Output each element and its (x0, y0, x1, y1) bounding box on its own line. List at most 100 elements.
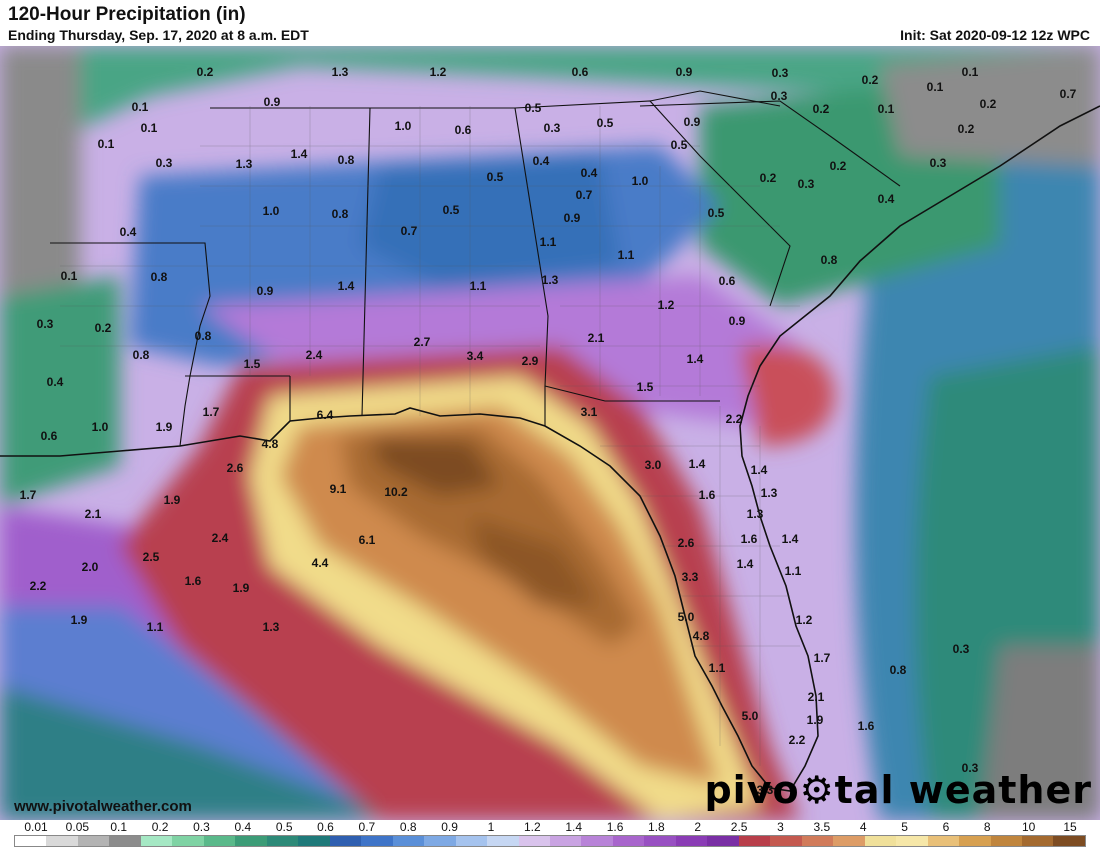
precip-value-label: 1.6 (185, 574, 202, 588)
precip-value-label: 2.1 (808, 690, 825, 704)
precip-value-label: 2.2 (30, 579, 47, 593)
precip-value-label: 1.5 (637, 380, 654, 394)
precip-value-label: 1.1 (618, 248, 635, 262)
precip-value-label: 1.3 (332, 65, 349, 79)
precip-value-label: 9.1 (330, 482, 347, 496)
precip-value-label: 4.4 (312, 556, 329, 570)
precip-value-label: 0.5 (487, 170, 504, 184)
legend-label: 0.4 (234, 820, 252, 834)
legend-swatch (15, 836, 47, 846)
precip-value-label: 5.0 (742, 709, 759, 723)
precip-value-label: 0.3 (772, 66, 789, 80)
precip-value-label: 2.5 (143, 550, 160, 564)
precip-value-label: 0.2 (830, 159, 847, 173)
legend-swatch (1022, 836, 1054, 846)
precip-value-label: 1.4 (782, 532, 799, 546)
legend-swatch (644, 836, 676, 846)
legend-label: 0.2 (151, 820, 169, 834)
precip-value-label: 0.8 (821, 253, 838, 267)
precip-value-label: 0.3 (544, 121, 561, 135)
brand-text-left: pivo (704, 768, 800, 812)
precip-value-label: 1.6 (741, 532, 758, 546)
legend-label: 0.01 (24, 820, 48, 834)
legend-swatch (140, 836, 173, 846)
legend-swatch (172, 836, 204, 846)
precip-value-label: 3.4 (467, 349, 484, 363)
precip-value-label: 0.3 (37, 317, 54, 331)
precip-value-label: 2.0 (82, 560, 99, 574)
precip-value-label: 1.2 (658, 298, 675, 312)
precip-value-label: 1.2 (430, 65, 447, 79)
legend-swatch (298, 836, 330, 846)
precip-value-label: 3.3 (682, 570, 699, 584)
precip-value-label: 0.2 (813, 102, 830, 116)
legend-swatch (392, 836, 425, 846)
precip-value-label: 1.3 (236, 157, 253, 171)
legend-swatch (896, 836, 928, 846)
precip-value-label: 2.2 (726, 412, 743, 426)
precip-value-label: 0.6 (719, 274, 736, 288)
precip-value-label: 1.0 (263, 204, 280, 218)
legend-swatch (864, 836, 897, 846)
precip-value-label: 1.4 (687, 352, 704, 366)
precip-value-label: 1.2 (796, 613, 813, 627)
legend-label: 2.5 (730, 820, 748, 834)
gear-icon: ⚙ (799, 768, 835, 812)
precip-value-label: 1.7 (814, 651, 831, 665)
legend-swatch (738, 836, 771, 846)
precip-value-label: 0.5 (708, 206, 725, 220)
precip-value-label: 2.2 (789, 733, 806, 747)
precip-value-label: 0.9 (729, 314, 746, 328)
legend-swatch (959, 836, 991, 846)
precip-value-label: 0.8 (133, 348, 150, 362)
precip-value-label: 1.7 (203, 405, 220, 419)
precip-value-label: 0.4 (533, 154, 550, 168)
precip-value-label: 5.0 (678, 610, 695, 624)
legend-swatch (235, 836, 267, 846)
precip-value-label: 1.3 (263, 620, 280, 634)
precip-value-label: 0.4 (120, 225, 137, 239)
precip-value-label: 0.5 (597, 116, 614, 130)
precip-value-label: 2.7 (414, 335, 431, 349)
legend-label: 0.7 (358, 820, 376, 834)
precip-value-label: 1.5 (244, 357, 261, 371)
precip-value-label: 0.9 (564, 211, 581, 225)
precip-value-label: 1.1 (147, 620, 164, 634)
precip-value-label: 1.7 (20, 488, 37, 502)
precip-value-label: 1.0 (632, 174, 649, 188)
legend-label: 1 (487, 820, 495, 834)
county-lines (60, 106, 800, 766)
legend-label: 3 (777, 820, 784, 834)
precip-value-label: 4.8 (693, 629, 710, 643)
precip-value-label: 1.9 (156, 420, 173, 434)
legend-swatch (203, 836, 236, 846)
brand-text-right: tal weather (834, 768, 1092, 812)
precip-value-label: 0.9 (264, 95, 281, 109)
legend-swatch (487, 836, 519, 846)
precip-value-label: 2.9 (522, 354, 539, 368)
legend-swatch (549, 836, 582, 846)
color-legend: 0.01 0.05 0.1 0.2 0.3 0.4 0.5 0.6 0.7 0.8 0.9 1 1.2 1… (0, 820, 1100, 850)
precip-value-label: 0.2 (980, 97, 997, 111)
legend-swatch (518, 836, 550, 846)
precip-value-label: 1.4 (737, 557, 754, 571)
precip-field (0, 46, 1100, 820)
precip-value-label: 0.2 (197, 65, 214, 79)
legend-swatch (455, 836, 488, 846)
precip-value-label: 1.4 (291, 147, 308, 161)
precip-value-labels: 1.3 1.2 0.6 0.9 0.3 0.20.10.10.20.1 0.9 0.50.30… (20, 65, 1077, 797)
precip-value-label: 0.8 (890, 663, 907, 677)
precip-value-label: 0.9 (257, 284, 274, 298)
legend-colorbar (14, 835, 1086, 847)
legend-label: 3.5 (813, 820, 831, 834)
legend-swatch (801, 836, 834, 846)
precip-value-label: 0.1 (98, 137, 115, 151)
precip-value-label: 0.4 (47, 375, 64, 389)
legend-swatch (77, 836, 110, 846)
precip-value-label: 1.9 (807, 713, 824, 727)
precipitation-map[interactable]: 1.3 1.2 0.6 0.9 0.3 0.2 0.1 0.1 0.2 0.1 0.9 0.5 0.3 0… (0, 46, 1100, 820)
legend-swatch (612, 836, 645, 846)
precip-value-label: 2.6 (227, 461, 244, 475)
precip-value-label: 6.1 (359, 533, 376, 547)
precip-value-label: 0.3 (930, 156, 947, 170)
